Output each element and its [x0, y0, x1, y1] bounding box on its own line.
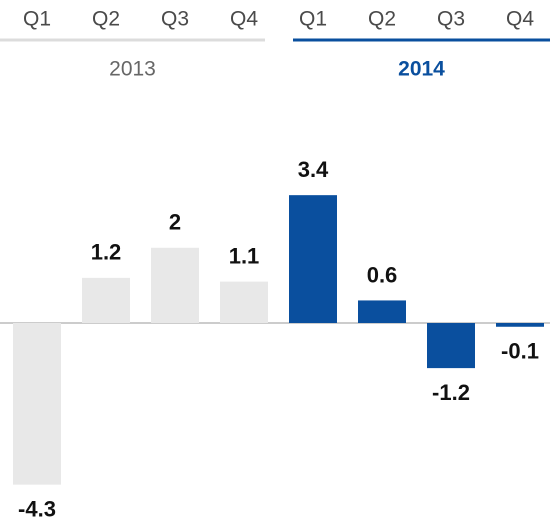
quarter-label: Q3 [437, 8, 465, 31]
value-label: -4.3 [18, 496, 56, 521]
quarter-label: Q1 [23, 8, 51, 31]
value-label: 3.4 [298, 157, 329, 182]
value-label: 1.1 [229, 243, 260, 268]
value-label: 0.6 [367, 262, 398, 287]
year-label: 2014 [398, 58, 445, 81]
bar [82, 277, 130, 323]
quarter-label: Q4 [230, 8, 258, 31]
bar [151, 247, 199, 323]
bar [220, 281, 268, 323]
quarter-label: Q1 [299, 8, 327, 31]
bar [496, 323, 544, 327]
bar [13, 323, 61, 485]
year-label: 2013 [109, 58, 156, 81]
quarter-label: Q2 [92, 8, 120, 31]
quarter-label: Q3 [161, 8, 189, 31]
value-label: 1.2 [91, 240, 122, 265]
quarter-label: Q2 [368, 8, 396, 31]
bar [358, 300, 406, 323]
bar [289, 195, 337, 323]
value-label: -0.1 [501, 339, 539, 364]
value-label: -1.2 [432, 380, 470, 405]
value-label: 2 [169, 210, 181, 235]
bar [427, 323, 475, 369]
quarter-label: Q4 [506, 8, 534, 31]
